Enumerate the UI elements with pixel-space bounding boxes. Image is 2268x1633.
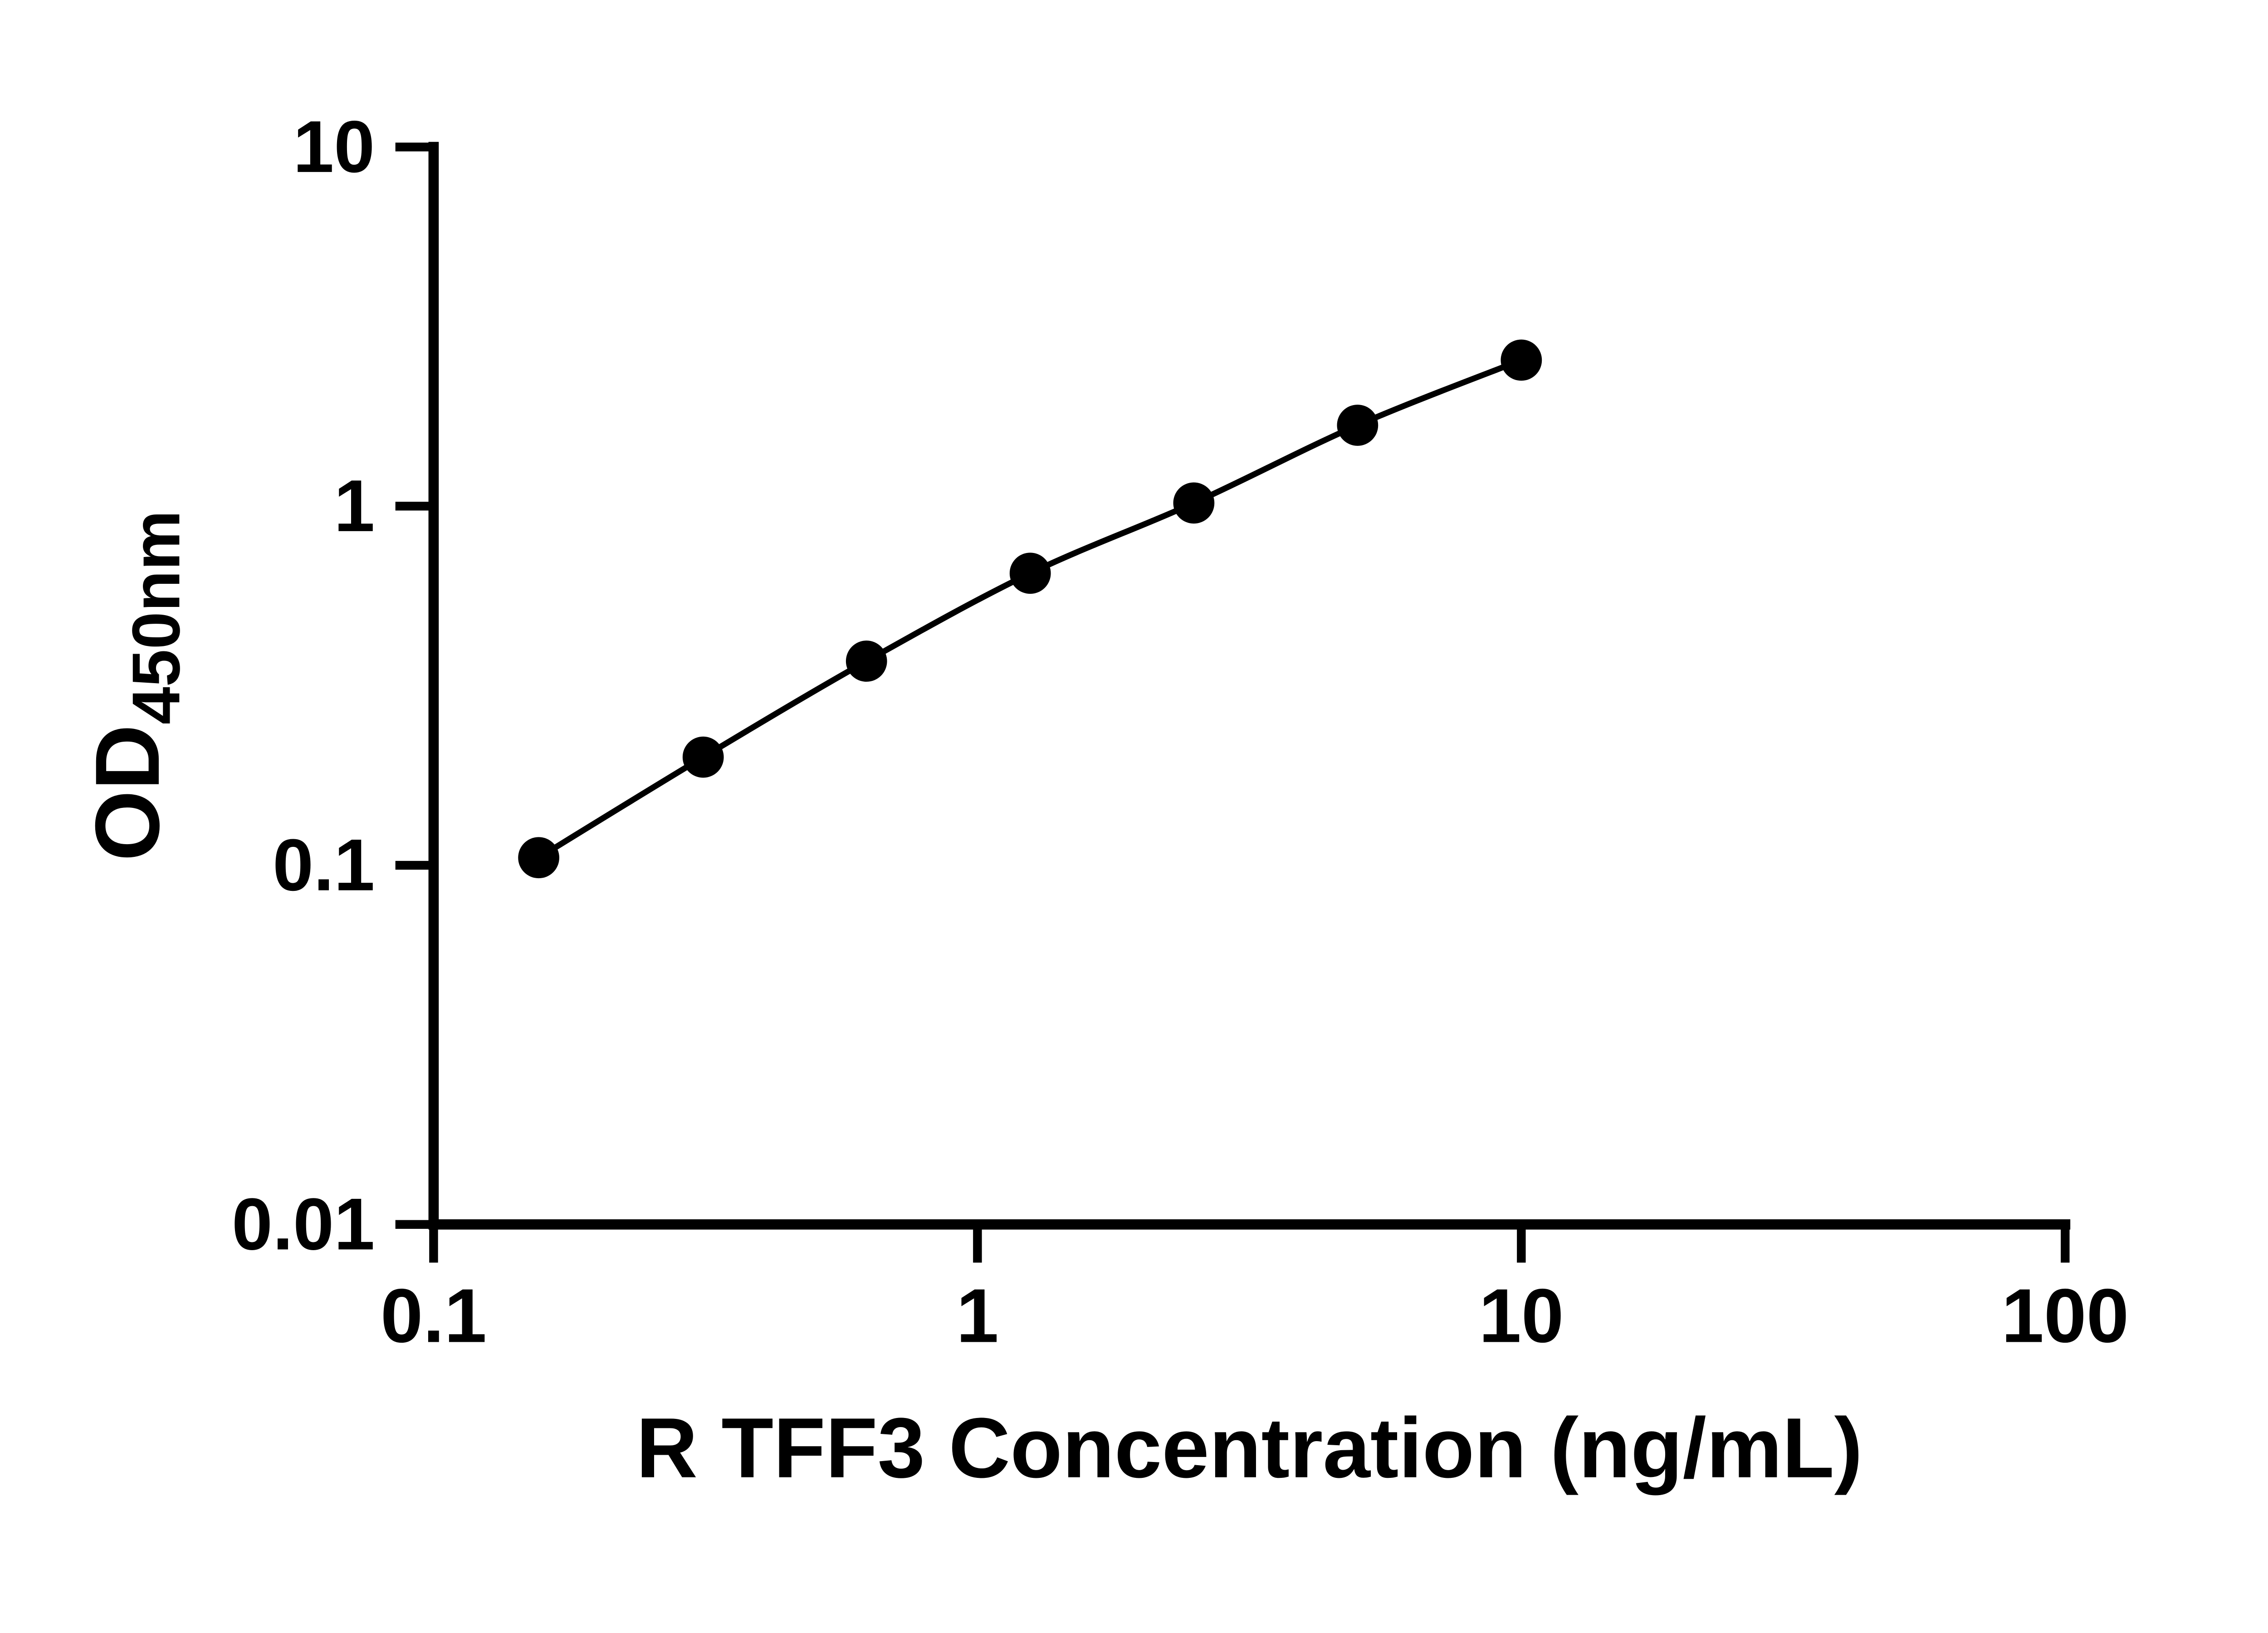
y-axis-title: OD450nm (76, 510, 194, 861)
data-point (1009, 552, 1051, 594)
y-tick-label: 0.1 (273, 824, 375, 906)
x-tick-label: 0.1 (381, 1273, 487, 1359)
axes-frame (428, 142, 2071, 1230)
y-axis-title-main: OD (76, 724, 178, 861)
y-tick-label: 10 (293, 106, 375, 188)
data-point (846, 640, 887, 682)
data-point (682, 736, 724, 778)
x-tick-label: 10 (1479, 1273, 1564, 1359)
data-point (1173, 482, 1215, 524)
x-axis-title: R TFF3 Concentration (ng/mL) (636, 1400, 1862, 1496)
chart-container: 0.01 0.1 1 10 0.1 1 10 100 R TFF3 Concentration … (76, 106, 2129, 1496)
x-tick-label: 1 (956, 1273, 999, 1359)
data-point (1337, 405, 1378, 446)
x-tick-label: 100 (2001, 1273, 2129, 1359)
data-point (1501, 339, 1542, 381)
y-axis-title-subscript: 450nm (118, 510, 194, 724)
data-point (518, 837, 559, 879)
y-tick-label: 0.01 (232, 1183, 375, 1265)
y-tick-label: 1 (334, 465, 375, 547)
